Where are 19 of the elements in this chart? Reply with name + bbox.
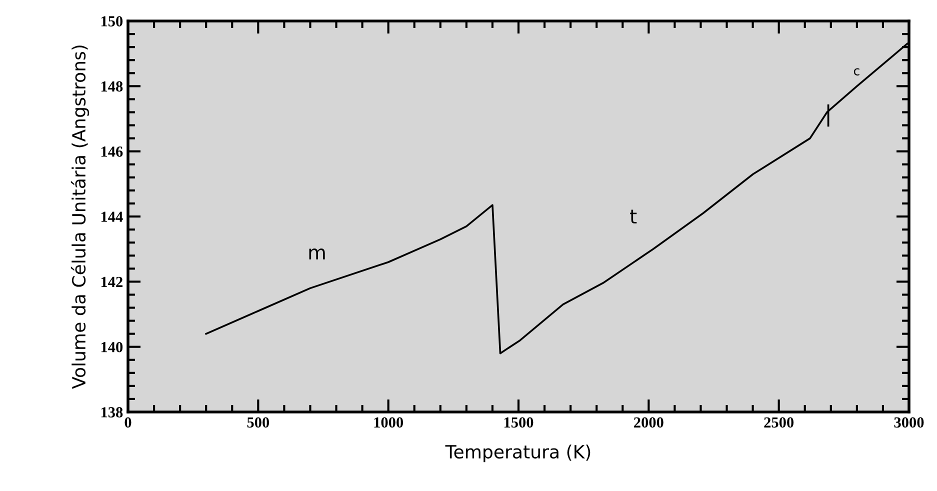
annotation: c xyxy=(854,68,860,76)
y-tick-label: 146 xyxy=(101,146,123,157)
x-tick-label: 2000 xyxy=(634,417,664,428)
y-axis-title: Volume da Célula Unitária (Angstrons) xyxy=(70,46,90,389)
x-tick-label: 500 xyxy=(247,417,270,428)
x-tick-label: 1500 xyxy=(504,417,534,428)
x-tick-label: 3000 xyxy=(894,417,924,428)
y-tick-label: 138 xyxy=(101,407,123,418)
y-tick-label: 142 xyxy=(101,276,122,287)
x-tick-label: 2500 xyxy=(764,417,794,428)
x-tick-label: 1000 xyxy=(374,417,404,428)
y-tick-label: 150 xyxy=(101,16,123,26)
y-tick-label: 140 xyxy=(101,342,123,352)
x-tick-label: 0 xyxy=(124,417,132,428)
annotation: m xyxy=(309,248,325,260)
annotation: t xyxy=(630,210,637,224)
y-tick-label: 144 xyxy=(101,212,123,222)
x-axis-title: Temperatura (K) xyxy=(445,444,590,462)
y-tick-label: 148 xyxy=(101,81,123,92)
